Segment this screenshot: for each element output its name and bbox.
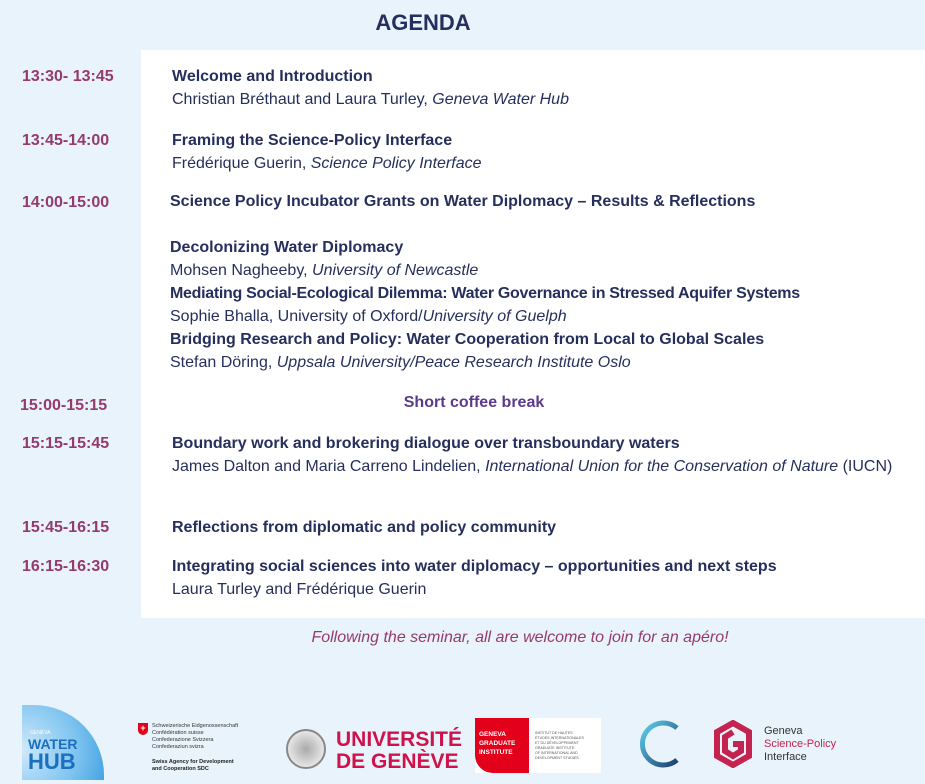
logo-text: GENEVA bbox=[30, 730, 51, 736]
talk-title: Decolonizing Water Diplomacy bbox=[170, 239, 404, 256]
speaker: Laura Turley and Frédérique Guerin bbox=[172, 581, 427, 598]
logo-text: Geneva bbox=[764, 725, 803, 737]
affiliation: University of Guelph bbox=[422, 308, 567, 325]
session-title: Framing the Science-Policy Interface bbox=[172, 132, 453, 149]
affiliation: Uppsala University/Peace Research Instit… bbox=[276, 354, 631, 371]
logo-text: Confederazione Svizzera bbox=[152, 737, 214, 743]
spi-hexagon-icon bbox=[714, 720, 752, 768]
session-title: Science Policy Incubator Grants on Water… bbox=[170, 193, 756, 210]
session-title: Boundary work and brokering dialogue ove… bbox=[172, 435, 680, 452]
unige-logo: UNIVERSITÉ DE GENÈVE bbox=[286, 726, 462, 776]
speaker: Mohsen Nagheeby, bbox=[170, 262, 313, 279]
logo-text: GENEVA bbox=[479, 731, 506, 738]
session-title: Reflections from diplomatic and policy c… bbox=[172, 519, 557, 536]
talk-list: Decolonizing Water Diplomacy Mohsen Nagh… bbox=[170, 236, 920, 374]
logo-text: Science-Policy bbox=[764, 738, 837, 750]
session-item: Reflections from diplomatic and policy c… bbox=[172, 516, 912, 539]
logo-text: ÉTUDES INTERNATIONALES bbox=[535, 736, 584, 740]
logo-text: HUB bbox=[28, 749, 76, 774]
affiliation: Science Policy Interface bbox=[310, 155, 482, 172]
seal-icon bbox=[286, 729, 326, 769]
c-logo-icon bbox=[637, 720, 685, 768]
session-item: Integrating social sciences into water d… bbox=[172, 555, 912, 601]
logo-text: GRADUATE bbox=[479, 740, 516, 747]
logo-text: Swiss Agency for Development bbox=[152, 759, 234, 765]
swiss-flag-icon: + bbox=[138, 723, 148, 735]
logo-text: Interface bbox=[764, 751, 807, 763]
logo-text: Schweizerische Eidgenossenschaft bbox=[152, 723, 239, 729]
session-item: Welcome and Introduction Christian Bréth… bbox=[172, 65, 912, 111]
affiliation: Geneva Water Hub bbox=[432, 91, 569, 108]
logo-text: Confédération suisse bbox=[152, 730, 204, 736]
speaker: Stefan Döring, bbox=[170, 354, 277, 371]
speaker: Sophie Bhalla, University of Oxford/ bbox=[170, 308, 423, 325]
graduate-institute-logo: GENEVA GRADUATE INSTITUTE INSTITUT DE HA… bbox=[475, 718, 601, 773]
logo-text: Confederaziun svizra bbox=[152, 744, 204, 750]
session-item: Framing the Science-Policy Interface Fré… bbox=[172, 129, 912, 175]
session-item: Boundary work and brokering dialogue ove… bbox=[172, 432, 902, 478]
logo-text: and Cooperation SDC bbox=[152, 766, 209, 772]
sdc-logo: + Schweizerische Eidgenossenschaft Confé… bbox=[138, 723, 258, 778]
session-time: 13:45-14:00 bbox=[22, 132, 110, 149]
speaker: Christian Bréthaut and Laura Turley, bbox=[172, 91, 433, 108]
agenda-panel bbox=[141, 50, 925, 618]
session-time: 15:00-15:15 bbox=[20, 397, 108, 414]
affiliation-acronym: (IUCN) bbox=[838, 458, 893, 475]
session-title: Welcome and Introduction bbox=[172, 68, 373, 85]
talk-title: Bridging Research and Policy: Water Coop… bbox=[170, 331, 765, 348]
page-title: AGENDA bbox=[375, 10, 471, 35]
session-time: 15:45-16:15 bbox=[22, 519, 110, 536]
logo-text: ET DU DÉVELOPPEMENT bbox=[535, 741, 579, 745]
logo-text: DE GENÈVE bbox=[336, 750, 459, 773]
logo-text: DEVELOPMENT STUDIES bbox=[535, 756, 579, 760]
session-time: 15:15-15:45 bbox=[22, 435, 110, 452]
footer-note: Following the seminar, all are welcome t… bbox=[311, 629, 729, 646]
coffee-break: Short coffee break bbox=[403, 394, 545, 411]
logo-text: UNIVERSITÉ bbox=[336, 728, 463, 751]
affiliation: University of Newcastle bbox=[312, 262, 479, 279]
logo-text: WATER bbox=[28, 736, 78, 752]
water-hub-logo: GENEVA WATER HUB bbox=[22, 705, 104, 780]
speaker: Frédérique Guerin, bbox=[172, 155, 311, 172]
session-title: Integrating social sciences into water d… bbox=[172, 558, 777, 575]
speaker: James Dalton and Maria Carreno Lindelien… bbox=[172, 458, 486, 475]
talk-title: Mediating Social-Ecological Dilemma: Wat… bbox=[170, 285, 800, 302]
logo-text: OF INTERNATIONAL AND bbox=[535, 751, 578, 755]
logo-text: GRADUATE INSTITUTE bbox=[535, 746, 575, 750]
session-item: Science Policy Incubator Grants on Water… bbox=[170, 190, 910, 213]
session-time: 13:30- 13:45 bbox=[22, 68, 114, 85]
logo-text: INSTITUT DE HAUTES bbox=[535, 731, 573, 735]
affiliation: International Union for the Conservation… bbox=[485, 458, 839, 475]
session-time: 14:00-15:00 bbox=[22, 194, 110, 211]
spi-logo: Geneva Science-Policy Interface bbox=[714, 720, 854, 770]
logo-text: INSTITUTE bbox=[479, 749, 513, 756]
session-time: 16:15-16:30 bbox=[22, 558, 110, 575]
